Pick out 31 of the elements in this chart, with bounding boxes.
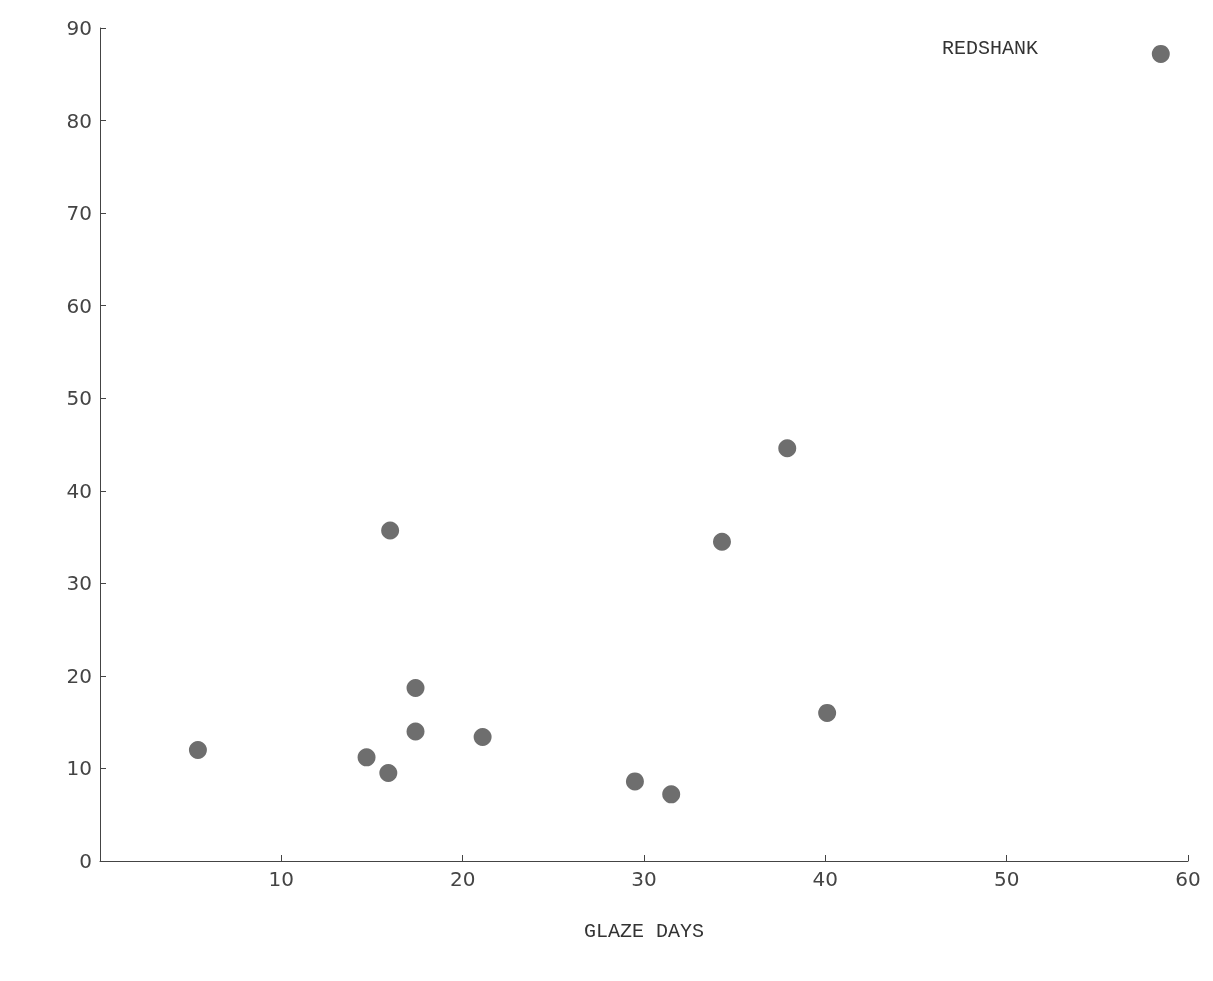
y-tick-label: 20 xyxy=(66,663,92,688)
y-tick-label: 80 xyxy=(66,108,92,133)
y-tick-label: 60 xyxy=(66,293,92,318)
x-tick-label: 50 xyxy=(993,867,1020,891)
y-tick-label: 50 xyxy=(66,386,92,411)
y-tick-label: 70 xyxy=(66,201,92,226)
point xyxy=(188,740,207,759)
x-tick-label: 20 xyxy=(449,867,476,891)
point xyxy=(1151,44,1170,63)
point xyxy=(379,764,398,783)
point xyxy=(712,532,731,551)
x-tick-label: 10 xyxy=(268,867,295,891)
point xyxy=(778,439,797,458)
point xyxy=(381,521,400,540)
y-tick-label: 30 xyxy=(66,571,92,596)
x-tick-label: 60 xyxy=(1175,867,1201,891)
point xyxy=(406,678,425,697)
x-tick-label: 30 xyxy=(631,867,657,891)
point xyxy=(818,703,837,722)
point xyxy=(662,785,681,804)
y-tick-label: 0 xyxy=(79,849,92,873)
annotation: REDSHANK xyxy=(941,36,1038,60)
x-axis-title: GLAZE DAYS xyxy=(583,919,705,943)
point xyxy=(625,772,644,791)
y-tick-label: 40 xyxy=(66,478,92,503)
y-tick-label: 10 xyxy=(66,756,92,781)
y-tick-label: 90 xyxy=(66,16,92,40)
x-tick-label: 40 xyxy=(812,867,839,891)
point xyxy=(473,727,492,746)
point xyxy=(357,748,376,767)
point xyxy=(406,722,425,741)
